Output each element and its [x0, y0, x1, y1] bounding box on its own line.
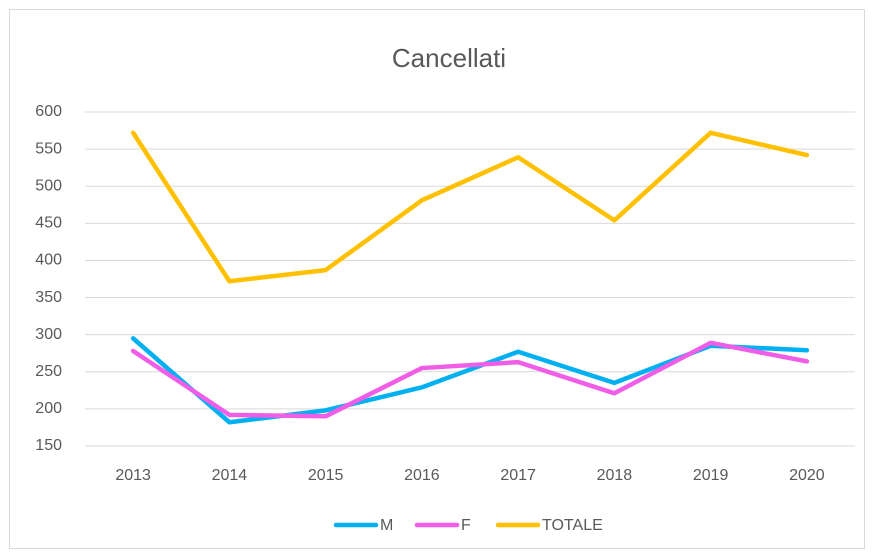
- y-tick-label: 400: [35, 252, 62, 269]
- series-line: [130, 340, 810, 419]
- x-tick-label: 2019: [693, 467, 729, 484]
- y-tick-label: 300: [35, 326, 62, 343]
- y-tick-label: 200: [35, 400, 62, 417]
- legend-label: F: [461, 517, 471, 534]
- chart-title: Cancellati: [392, 43, 506, 73]
- x-tick-label: 2018: [597, 467, 633, 484]
- chart-frame: [9, 9, 865, 549]
- x-tick-label: 2020: [789, 467, 825, 484]
- x-tick-label: 2016: [404, 467, 440, 484]
- y-tick-label: 500: [35, 177, 62, 194]
- y-tick-label: 150: [35, 437, 62, 454]
- y-tick-label: 600: [35, 103, 62, 120]
- legend-label: TOTALE: [542, 517, 603, 534]
- x-tick-label: 2017: [500, 467, 536, 484]
- x-tick-label: 2014: [212, 467, 248, 484]
- y-tick-label: 250: [35, 363, 62, 380]
- series-line: [130, 130, 810, 284]
- x-tick-label: 2013: [115, 467, 151, 484]
- y-tick-label: 350: [35, 289, 62, 306]
- legend-label: M: [380, 517, 393, 534]
- y-tick-label: 550: [35, 140, 62, 157]
- x-tick-label: 2015: [308, 467, 344, 484]
- y-tick-label: 450: [35, 215, 62, 232]
